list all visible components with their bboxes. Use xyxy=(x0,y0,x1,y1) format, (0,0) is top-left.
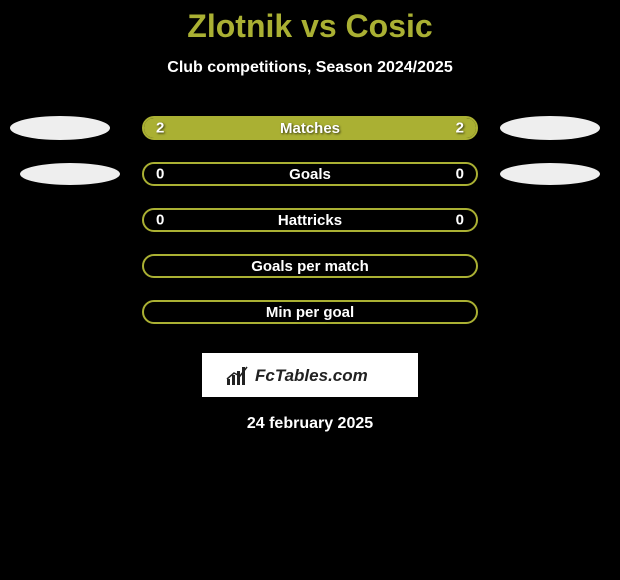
stat-bar-matches: 2 Matches 2 xyxy=(142,116,478,140)
stat-row: 0 Goals 0 xyxy=(0,151,620,197)
logo-text: FcTables.com xyxy=(255,366,368,385)
stat-label: Hattricks xyxy=(278,212,342,229)
player-ellipse-right xyxy=(500,163,600,185)
stat-left-value: 0 xyxy=(156,166,164,183)
stat-label: Goals xyxy=(289,166,331,183)
stat-right-value: 0 xyxy=(456,212,464,229)
stat-row: 2 Matches 2 xyxy=(0,105,620,151)
stat-right-value: 0 xyxy=(456,166,464,183)
stat-row: 0 Hattricks 0 xyxy=(0,197,620,243)
stat-rows: 2 Matches 2 0 Goals 0 0 Hattricks 0 Goal… xyxy=(0,105,620,335)
page-subtitle: Club competitions, Season 2024/2025 xyxy=(0,59,620,77)
stat-right-value: 2 xyxy=(456,120,464,137)
stat-label: Min per goal xyxy=(266,304,354,321)
stat-bar-gpm: Goals per match xyxy=(142,254,478,278)
logo-box: FcTables.com xyxy=(202,353,418,397)
stat-label: Matches xyxy=(280,120,340,137)
stat-row: Goals per match xyxy=(0,243,620,289)
stat-bar-hattricks: 0 Hattricks 0 xyxy=(142,208,478,232)
stat-left-value: 2 xyxy=(156,120,164,137)
player-ellipse-left xyxy=(20,163,120,185)
date-label: 24 february 2025 xyxy=(0,415,620,433)
stat-row: Min per goal xyxy=(0,289,620,335)
stat-left-value: 0 xyxy=(156,212,164,229)
fctables-logo-icon: FcTables.com xyxy=(225,361,395,389)
stat-label: Goals per match xyxy=(251,258,369,275)
page-title: Zlotnik vs Cosic xyxy=(0,0,620,45)
player-ellipse-left xyxy=(10,116,110,140)
stat-bar-mpg: Min per goal xyxy=(142,300,478,324)
stat-bar-goals: 0 Goals 0 xyxy=(142,162,478,186)
player-ellipse-right xyxy=(500,116,600,140)
